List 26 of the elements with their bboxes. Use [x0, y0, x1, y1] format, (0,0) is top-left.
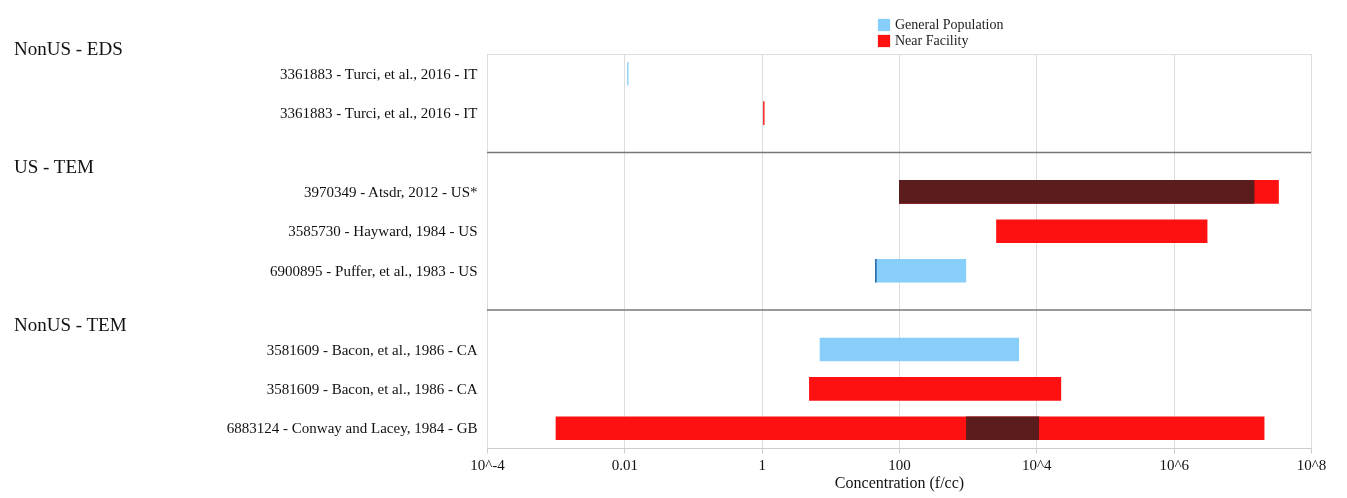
x-tick-label: 10^8: [1296, 456, 1327, 473]
y-tick-label: 3361883 - Turci, et al., 2016 - IT: [280, 105, 478, 122]
text: US - TEM: [14, 155, 94, 177]
legend-label: Near Facility: [895, 33, 969, 48]
x-tick-label: 10^6: [1159, 456, 1190, 473]
bar: [966, 416, 1040, 441]
y-tick-label: 3970349 - Atsdr, 2012 - US*: [303, 183, 478, 200]
bar: [819, 337, 1020, 362]
x-tick-label: 0.01: [611, 456, 638, 473]
x-tick-label: 1: [758, 456, 766, 473]
y-tick-label: 6883124 - Conway and Lacey, 1984 - GB: [226, 420, 478, 437]
y-tick-label: 3581609 - Bacon, et al., 1986 - CA: [266, 341, 478, 358]
text: NonUS - TEM: [14, 313, 127, 335]
y-tick-label: 6900895 - Puffer, et al., 1983 - US: [270, 262, 478, 279]
bar: [875, 258, 967, 283]
text: NonUS - EDS: [14, 37, 123, 59]
x-tick-label: 10^4: [1022, 456, 1053, 473]
x-axis-title: Concentration (f/cc): [834, 473, 965, 492]
legend-label: General Population: [895, 17, 1004, 32]
bar: [809, 377, 1062, 401]
y-tick-label: 3585730 - Hayward, 1984 - US: [288, 223, 478, 240]
y-tick-label: 3361883 - Turci, et al., 2016 - IT: [280, 65, 478, 82]
x-tick-label: 10^-4: [470, 456, 506, 473]
bar: [996, 219, 1208, 244]
y-tick-label: 3581609 - Bacon, et al., 1986 - CA: [266, 380, 478, 397]
x-tick-label: 100: [888, 456, 911, 473]
